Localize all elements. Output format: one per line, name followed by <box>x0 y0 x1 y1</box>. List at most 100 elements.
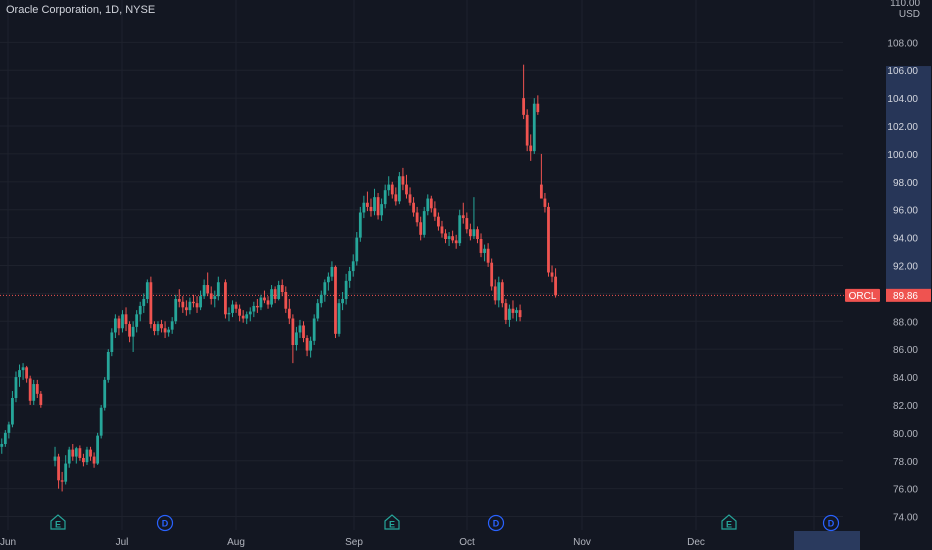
candle-body[interactable] <box>273 289 277 299</box>
candle-body[interactable] <box>522 98 526 115</box>
candle-body[interactable] <box>89 449 92 457</box>
candle-body[interactable] <box>504 303 508 320</box>
candle-body[interactable] <box>124 314 128 325</box>
dividend-marker[interactable]: D <box>156 514 174 532</box>
candle-body[interactable] <box>508 308 511 320</box>
candle-body[interactable] <box>21 367 25 371</box>
candle-body[interactable] <box>330 266 334 277</box>
candle-body[interactable] <box>447 236 451 239</box>
candle-body[interactable] <box>280 285 284 292</box>
candle-body[interactable] <box>131 326 135 337</box>
candle-body[interactable] <box>515 310 518 313</box>
candle-body[interactable] <box>390 184 394 195</box>
candle-body[interactable] <box>153 324 156 332</box>
candle-body[interactable] <box>82 457 85 463</box>
candle-body[interactable] <box>78 448 82 458</box>
candle-body[interactable] <box>302 325 305 339</box>
candle-body[interactable] <box>472 229 476 237</box>
candle-body[interactable] <box>479 239 483 253</box>
candle-body[interactable] <box>135 314 139 327</box>
candle-body[interactable] <box>529 145 533 152</box>
dividend-marker[interactable]: D <box>822 514 840 532</box>
candle-body[interactable] <box>255 305 259 308</box>
candle-body[interactable] <box>309 340 313 351</box>
candle-body[interactable] <box>103 379 107 408</box>
candle-body[interactable] <box>355 237 359 262</box>
candle-body[interactable] <box>25 367 29 379</box>
candle-body[interactable] <box>412 202 415 213</box>
candle-body[interactable] <box>163 328 167 333</box>
earnings-marker[interactable]: E <box>721 514 737 530</box>
candle-body[interactable] <box>195 303 199 308</box>
candle-body[interactable] <box>149 282 153 325</box>
candle-body[interactable] <box>209 293 213 299</box>
candle-body[interactable] <box>227 312 231 315</box>
candle-body[interactable] <box>405 184 408 195</box>
candle-body[interactable] <box>458 215 462 244</box>
candle-body[interactable] <box>547 206 550 273</box>
candle-body[interactable] <box>326 276 330 283</box>
candle-body[interactable] <box>468 229 472 237</box>
candle-body[interactable] <box>440 226 444 234</box>
candle-body[interactable] <box>493 286 497 301</box>
candle-body[interactable] <box>121 314 124 329</box>
candle-body[interactable] <box>128 324 131 337</box>
candle-body[interactable] <box>113 318 117 333</box>
candle-body[interactable] <box>369 206 373 212</box>
candle-body[interactable] <box>444 233 447 239</box>
candle-body[interactable] <box>312 318 316 341</box>
candle-body[interactable] <box>454 240 458 244</box>
candle-body[interactable] <box>362 202 366 213</box>
candle-body[interactable] <box>291 318 295 346</box>
candle-body[interactable] <box>476 229 479 239</box>
candle-body[interactable] <box>486 248 490 263</box>
candle-body[interactable] <box>96 435 100 464</box>
candle-body[interactable] <box>518 310 522 318</box>
candle-body[interactable] <box>156 324 160 332</box>
candle-body[interactable] <box>451 236 455 241</box>
candle-body[interactable] <box>344 280 348 299</box>
candle-body[interactable] <box>64 463 68 482</box>
candle-body[interactable] <box>525 114 529 146</box>
candle-body[interactable] <box>497 282 501 301</box>
candle-body[interactable] <box>106 351 110 380</box>
candle-body[interactable] <box>241 315 245 319</box>
candle-body[interactable] <box>0 444 4 447</box>
candle-body[interactable] <box>316 303 320 319</box>
candle-body[interactable] <box>160 324 163 329</box>
candle-body[interactable] <box>248 311 252 315</box>
candle-body[interactable] <box>437 216 440 227</box>
candle-body[interactable] <box>334 266 337 334</box>
candle-body[interactable] <box>539 184 543 199</box>
candle-body[interactable] <box>74 448 78 457</box>
candle-body[interactable] <box>394 194 398 202</box>
candle-body[interactable] <box>266 300 270 305</box>
candle-body[interactable] <box>277 285 281 299</box>
candle-body[interactable] <box>401 176 405 185</box>
candle-body[interactable] <box>415 212 419 223</box>
candle-body[interactable] <box>358 212 362 238</box>
candle-body[interactable] <box>145 282 149 299</box>
candle-body[interactable] <box>366 202 369 207</box>
candle-body[interactable] <box>422 211 426 235</box>
candle-body[interactable] <box>500 282 504 304</box>
candle-body[interactable] <box>419 222 423 235</box>
candle-body[interactable] <box>295 332 298 345</box>
candle-body[interactable] <box>245 314 249 319</box>
candle-body[interactable] <box>490 262 494 287</box>
candle-body[interactable] <box>7 424 11 433</box>
candle-body[interactable] <box>39 393 43 405</box>
candle-body[interactable] <box>224 282 227 315</box>
candle-body[interactable] <box>270 289 273 305</box>
candle-body[interactable] <box>284 292 288 309</box>
candle-body[interactable] <box>32 384 36 401</box>
candle-body[interactable] <box>213 296 217 299</box>
candle-body[interactable] <box>35 384 39 394</box>
candle-body[interactable] <box>53 456 57 461</box>
candle-body[interactable] <box>426 198 430 212</box>
candle-body[interactable] <box>376 197 380 216</box>
candle-body[interactable] <box>461 215 465 219</box>
candle-body[interactable] <box>348 271 352 281</box>
dividend-marker[interactable]: D <box>487 514 505 532</box>
candle-body[interactable] <box>28 378 32 401</box>
